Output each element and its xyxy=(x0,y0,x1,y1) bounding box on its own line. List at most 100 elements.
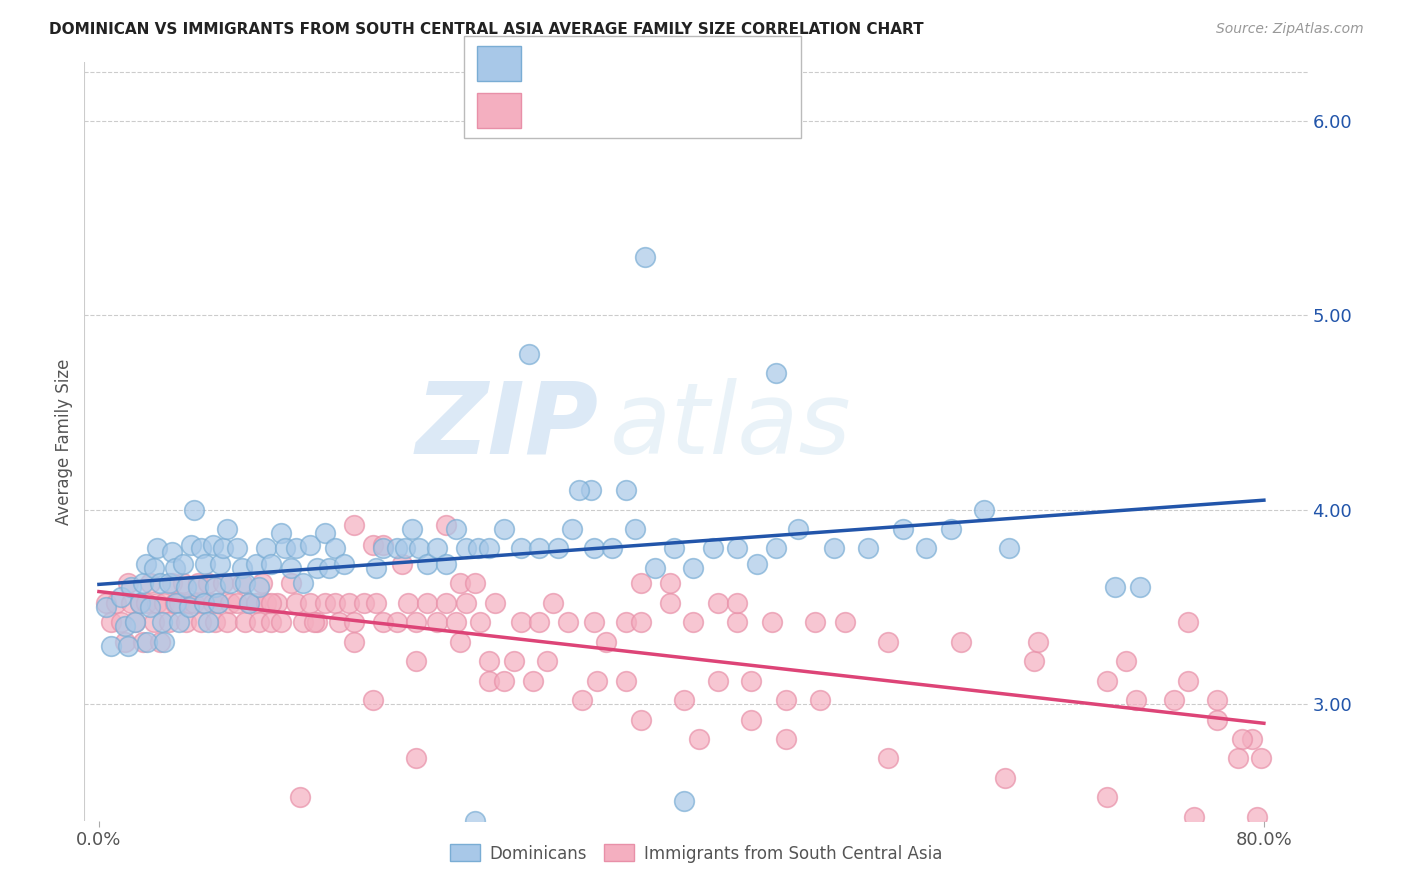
Point xyxy=(1125,693,1147,707)
Point xyxy=(211,541,233,556)
Point xyxy=(740,713,762,727)
Point xyxy=(492,522,515,536)
Point xyxy=(274,541,297,556)
Point xyxy=(160,576,183,591)
Point xyxy=(238,596,260,610)
Point xyxy=(547,541,569,556)
Point xyxy=(167,596,190,610)
Point xyxy=(1026,634,1049,648)
Point xyxy=(174,615,197,630)
Point xyxy=(634,250,657,264)
Point xyxy=(323,541,346,556)
Point xyxy=(157,615,180,630)
Point xyxy=(673,794,696,808)
Point xyxy=(114,619,136,633)
Point xyxy=(284,596,307,610)
Point xyxy=(124,615,146,630)
Point xyxy=(128,596,150,610)
Text: DOMINICAN VS IMMIGRANTS FROM SOUTH CENTRAL ASIA AVERAGE FAMILY SIZE CORRELATION : DOMINICAN VS IMMIGRANTS FROM SOUTH CENTR… xyxy=(49,22,924,37)
Point xyxy=(1022,654,1045,668)
Point xyxy=(449,634,471,648)
Point xyxy=(299,596,322,610)
Point xyxy=(470,615,492,630)
Point xyxy=(804,615,827,630)
Point xyxy=(131,634,153,648)
Point xyxy=(478,541,501,556)
Point xyxy=(131,576,153,591)
Point xyxy=(197,615,219,630)
Point xyxy=(1246,810,1268,824)
Point xyxy=(231,576,253,591)
Point xyxy=(207,596,229,610)
Point xyxy=(434,596,457,610)
Point xyxy=(371,615,394,630)
Point xyxy=(136,634,159,648)
Point xyxy=(877,634,900,648)
Point xyxy=(143,561,166,575)
Point xyxy=(401,522,423,536)
Point xyxy=(449,576,471,591)
Point xyxy=(100,615,122,630)
Point xyxy=(165,596,187,610)
Point xyxy=(688,731,710,746)
Text: Source: ZipAtlas.com: Source: ZipAtlas.com xyxy=(1216,22,1364,37)
Point xyxy=(394,541,416,556)
Point xyxy=(343,615,366,630)
Point xyxy=(328,615,350,630)
Point xyxy=(204,615,226,630)
Point xyxy=(226,541,249,556)
Point xyxy=(614,615,637,630)
Point xyxy=(266,596,288,610)
Point xyxy=(128,596,150,610)
Point xyxy=(247,615,270,630)
Point xyxy=(1182,810,1205,824)
Point xyxy=(163,596,186,610)
Point xyxy=(464,576,486,591)
Point xyxy=(143,615,166,630)
Point xyxy=(217,522,239,536)
Point xyxy=(484,596,506,610)
Point xyxy=(208,557,231,571)
Point xyxy=(856,541,879,556)
Point xyxy=(787,522,810,536)
Point xyxy=(163,561,186,575)
Point xyxy=(391,557,413,571)
Point xyxy=(254,596,277,610)
Point xyxy=(179,599,201,614)
Point xyxy=(254,541,277,556)
Point xyxy=(307,615,329,630)
Point xyxy=(153,596,176,610)
Point xyxy=(291,615,314,630)
Point xyxy=(630,713,652,727)
Point xyxy=(299,538,322,552)
Point xyxy=(193,596,215,610)
Point xyxy=(100,639,122,653)
Point xyxy=(332,557,354,571)
Point xyxy=(387,541,409,556)
Point xyxy=(630,576,652,591)
Point xyxy=(467,541,489,556)
Point xyxy=(682,561,704,575)
Point xyxy=(527,615,550,630)
Point xyxy=(160,545,183,559)
Point xyxy=(426,541,449,556)
Point xyxy=(823,541,845,556)
Point xyxy=(579,483,602,497)
Point xyxy=(190,541,212,556)
Point xyxy=(150,615,173,630)
Point xyxy=(353,596,375,610)
Point xyxy=(517,347,540,361)
Point xyxy=(371,538,394,552)
Point xyxy=(120,596,142,610)
Point xyxy=(233,615,256,630)
Point xyxy=(583,615,606,630)
Point xyxy=(434,518,457,533)
Text: R =: R = xyxy=(534,102,568,120)
Point xyxy=(194,557,217,571)
Point xyxy=(172,576,194,591)
Point xyxy=(586,673,609,688)
Point xyxy=(124,615,146,630)
Point xyxy=(135,596,157,610)
Point xyxy=(1177,673,1199,688)
Point xyxy=(371,541,394,556)
